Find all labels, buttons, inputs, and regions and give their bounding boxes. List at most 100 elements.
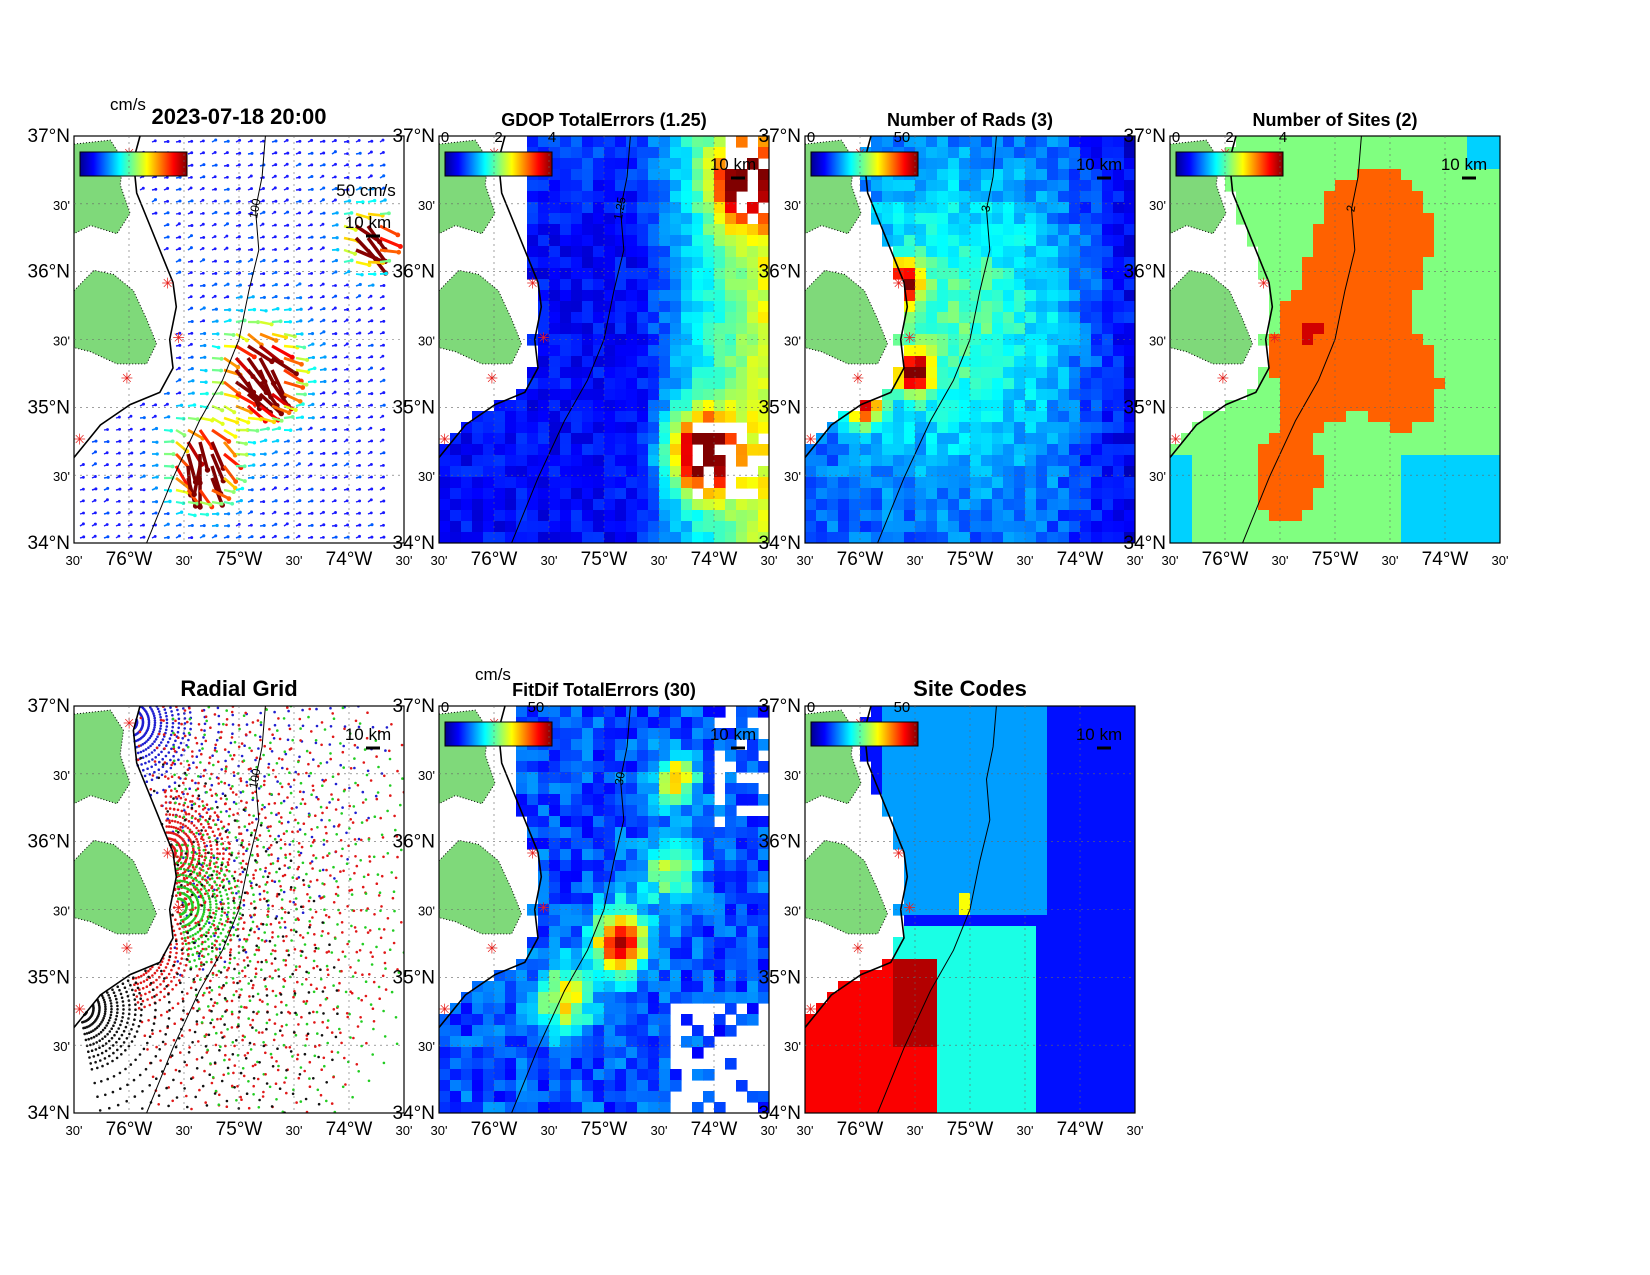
grid-cell (1258, 213, 1270, 225)
radial-grid-point (232, 800, 236, 804)
vector-head (269, 322, 274, 327)
grid-cell (1080, 367, 1092, 379)
vector-head (228, 318, 232, 323)
vector-head (238, 138, 242, 142)
grid-cell (1113, 158, 1125, 170)
grid-cell (992, 158, 1004, 170)
grid-cell (1203, 422, 1215, 434)
grid-cell (516, 444, 528, 456)
grid-cell (637, 213, 649, 225)
grid-cell (948, 136, 960, 148)
grid-cell (703, 499, 715, 511)
grid-cell (1467, 290, 1479, 302)
radial-grid-point (149, 744, 152, 748)
radial-grid-point (179, 741, 183, 745)
grid-cell (538, 136, 550, 148)
grid-cell (1124, 422, 1135, 434)
grid-cell (1412, 488, 1424, 500)
vector-head (334, 294, 338, 298)
grid-cell (959, 191, 971, 203)
current-vector (223, 476, 237, 490)
grid-cell (1014, 312, 1026, 324)
grid-cell (593, 499, 605, 511)
grid-cell (1335, 499, 1347, 511)
grid-cell (681, 345, 693, 357)
grid-cell (1025, 532, 1037, 543)
grid-cell (1346, 180, 1358, 192)
grid-cell (1236, 136, 1248, 148)
grid-cell (1280, 290, 1292, 302)
grid-cell (893, 532, 905, 543)
vector-head (226, 282, 230, 286)
grid-cell (1313, 224, 1325, 236)
grid-cell (615, 422, 627, 434)
vector-head (285, 162, 289, 166)
grid-cell (1368, 147, 1380, 159)
grid-cell (1058, 499, 1070, 511)
radial-grid-point (189, 722, 193, 725)
grid-cell (970, 169, 982, 181)
grid-cell (1036, 257, 1048, 269)
grid-cell (1113, 191, 1125, 203)
grid-cell (893, 499, 905, 511)
grid-cell (1335, 455, 1347, 467)
grid-cell (959, 389, 971, 401)
radial-grid-point (366, 769, 370, 773)
grid-cell (659, 202, 671, 214)
grid-cell (970, 356, 982, 368)
vector-head (278, 319, 283, 324)
vector-head (129, 427, 133, 431)
grid-cell (582, 235, 594, 247)
grid-cell (816, 510, 828, 522)
vector-head (322, 439, 326, 443)
grid-cell (637, 532, 649, 543)
vector-head (190, 283, 194, 287)
grid-cell (582, 356, 594, 368)
grid-cell (1401, 191, 1413, 203)
grid-cell (1335, 411, 1347, 423)
grid-cell (882, 466, 894, 478)
grid-cell (593, 246, 605, 258)
vector-head (382, 403, 386, 407)
grid-cell (527, 510, 539, 522)
grid-cell (937, 455, 949, 467)
vector-head (381, 331, 385, 335)
vector-head (298, 211, 302, 215)
grid-cell (970, 389, 982, 401)
grid-cell (1236, 213, 1248, 225)
grid-cell (560, 444, 572, 456)
grid-cell (981, 323, 993, 335)
grid-cell (1401, 301, 1413, 313)
grid-cell (1091, 499, 1103, 511)
vector-head (244, 441, 248, 446)
radial-grid-point (178, 828, 182, 832)
grid-cell (1025, 279, 1037, 291)
vector-head (382, 451, 386, 455)
grid-cell (1467, 180, 1479, 192)
radial-grid-point (315, 707, 318, 711)
grid-cell (549, 466, 561, 478)
grid-cell (1080, 147, 1092, 159)
vector-head (298, 439, 302, 443)
current-vector (174, 452, 191, 470)
vector-head (142, 488, 146, 492)
grid-cell (648, 290, 660, 302)
grid-cell (659, 532, 671, 543)
vector-head (225, 222, 230, 226)
vector-head (309, 283, 313, 287)
grid-cell (805, 488, 817, 500)
vector-head (205, 391, 209, 396)
vector-head (213, 150, 217, 154)
radial-grid-point (182, 871, 185, 875)
vector-head (358, 163, 362, 167)
grid-cell (670, 400, 682, 412)
grid-cell (1489, 466, 1500, 478)
grid-cell (725, 301, 737, 313)
grid-cell (1025, 345, 1037, 357)
radial-grid-point (159, 715, 162, 719)
grid-cell (626, 224, 638, 236)
radial-grid-point (177, 746, 181, 749)
radial-grid-point (196, 840, 199, 844)
grid-cell (1401, 136, 1413, 148)
